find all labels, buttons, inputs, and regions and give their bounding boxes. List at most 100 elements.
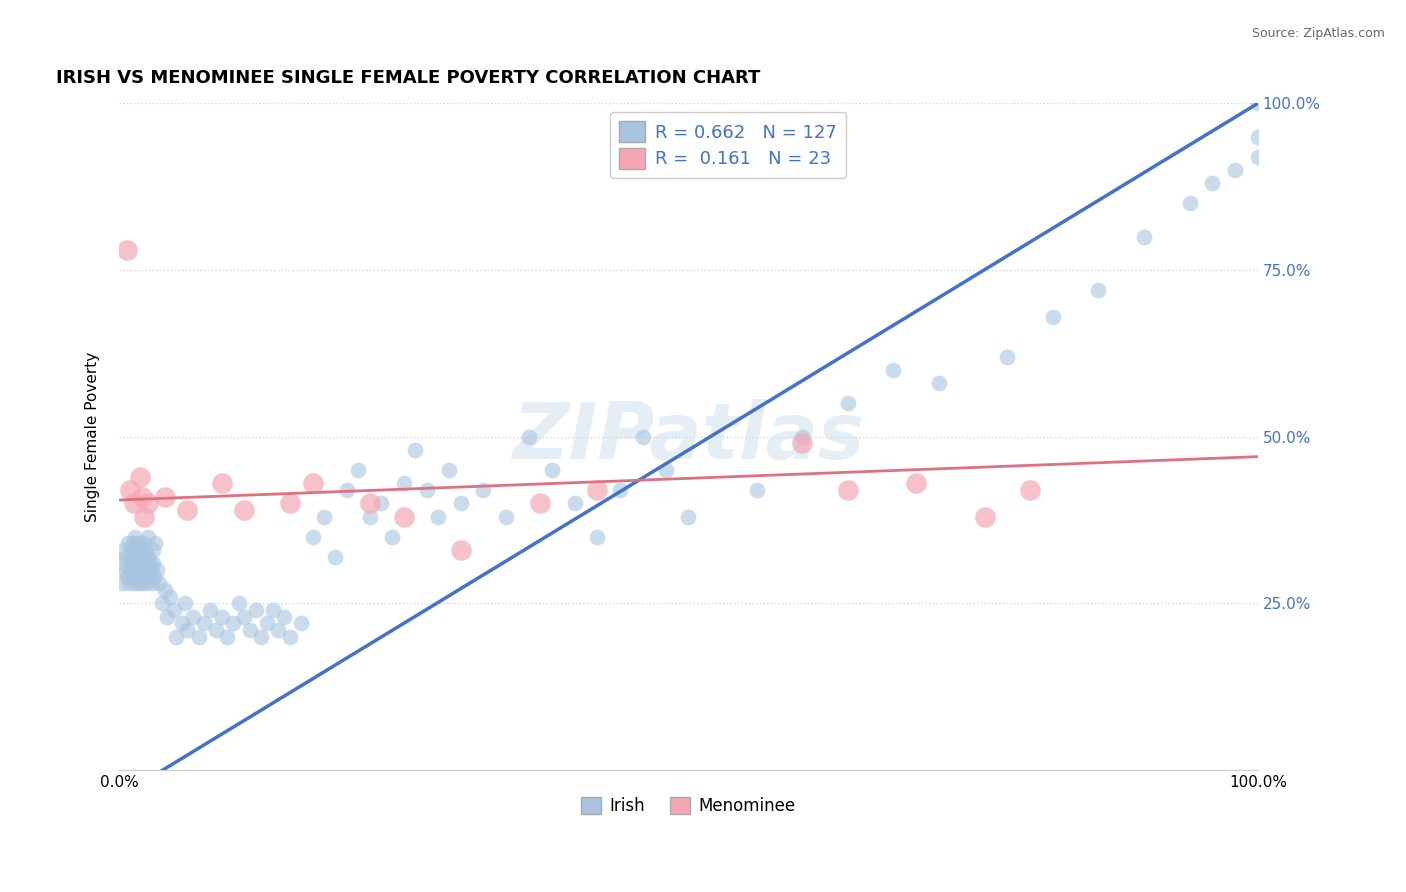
Point (122, 496, 145, 510)
Point (121, 569, 143, 583)
Point (837, 483, 859, 497)
Point (122, 576, 145, 591)
Point (170, 616, 193, 631)
Point (517, 430, 540, 444)
Point (176, 623, 198, 637)
Point (654, 463, 676, 477)
Point (450, 496, 472, 510)
Point (359, 496, 381, 510)
Point (115, 569, 138, 583)
Point (127, 543, 149, 558)
Point (148, 576, 170, 591)
Point (336, 483, 359, 497)
Point (1087, 283, 1109, 297)
Point (347, 463, 370, 477)
Point (125, 557, 148, 571)
Point (233, 503, 256, 517)
Point (609, 483, 631, 497)
Point (245, 603, 267, 617)
Point (415, 483, 437, 497)
Point (905, 476, 928, 491)
Point (131, 576, 153, 591)
Point (132, 557, 155, 571)
Point (1042, 310, 1064, 324)
Point (540, 463, 562, 477)
Point (792, 436, 814, 450)
Point (131, 490, 153, 504)
Legend: Irish, Menominee: Irish, Menominee (575, 790, 803, 822)
Point (121, 543, 143, 558)
Point (1247, 96, 1270, 111)
Point (995, 350, 1018, 364)
Point (115, 549, 138, 564)
Point (132, 509, 155, 524)
Point (128, 569, 150, 583)
Point (134, 543, 156, 558)
Point (120, 549, 142, 564)
Point (973, 509, 995, 524)
Point (262, 603, 284, 617)
Point (138, 569, 160, 583)
Point (115, 243, 138, 257)
Point (163, 603, 186, 617)
Point (135, 563, 157, 577)
Point (250, 630, 273, 644)
Point (1223, 163, 1246, 178)
Point (439, 463, 461, 477)
Point (273, 609, 295, 624)
Point (128, 469, 150, 483)
Point (1178, 196, 1201, 211)
Point (239, 623, 262, 637)
Point (370, 496, 392, 510)
Point (586, 530, 609, 544)
Y-axis label: Single Female Poverty: Single Female Poverty (86, 351, 100, 522)
Point (114, 563, 136, 577)
Text: Source: ZipAtlas.com: Source: ZipAtlas.com (1251, 27, 1385, 40)
Point (153, 582, 176, 597)
Point (150, 596, 173, 610)
Point (118, 576, 141, 591)
Point (142, 543, 165, 558)
Point (233, 609, 256, 624)
Point (381, 530, 404, 544)
Point (143, 569, 166, 583)
Point (187, 630, 209, 644)
Point (156, 609, 179, 624)
Point (124, 549, 146, 564)
Point (472, 483, 495, 497)
Point (217, 630, 239, 644)
Point (290, 616, 312, 631)
Point (301, 476, 323, 491)
Point (136, 549, 159, 564)
Point (325, 549, 347, 564)
Point (256, 616, 278, 631)
Point (159, 590, 181, 604)
Point (145, 536, 167, 550)
Point (135, 576, 157, 591)
Point (127, 563, 149, 577)
Point (129, 563, 152, 577)
Point (228, 596, 250, 610)
Point (359, 509, 381, 524)
Point (564, 496, 586, 510)
Point (1247, 150, 1270, 164)
Point (928, 376, 950, 391)
Point (131, 549, 153, 564)
Point (267, 623, 290, 637)
Point (181, 609, 204, 624)
Point (120, 563, 142, 577)
Point (127, 576, 149, 591)
Point (129, 543, 152, 558)
Point (124, 530, 146, 544)
Point (127, 536, 149, 550)
Point (110, 557, 132, 571)
Point (404, 442, 426, 457)
Point (117, 536, 139, 550)
Point (136, 530, 159, 544)
Point (529, 496, 551, 510)
Point (122, 563, 145, 577)
Point (211, 609, 233, 624)
Point (205, 623, 228, 637)
Point (134, 569, 156, 583)
Point (1019, 483, 1042, 497)
